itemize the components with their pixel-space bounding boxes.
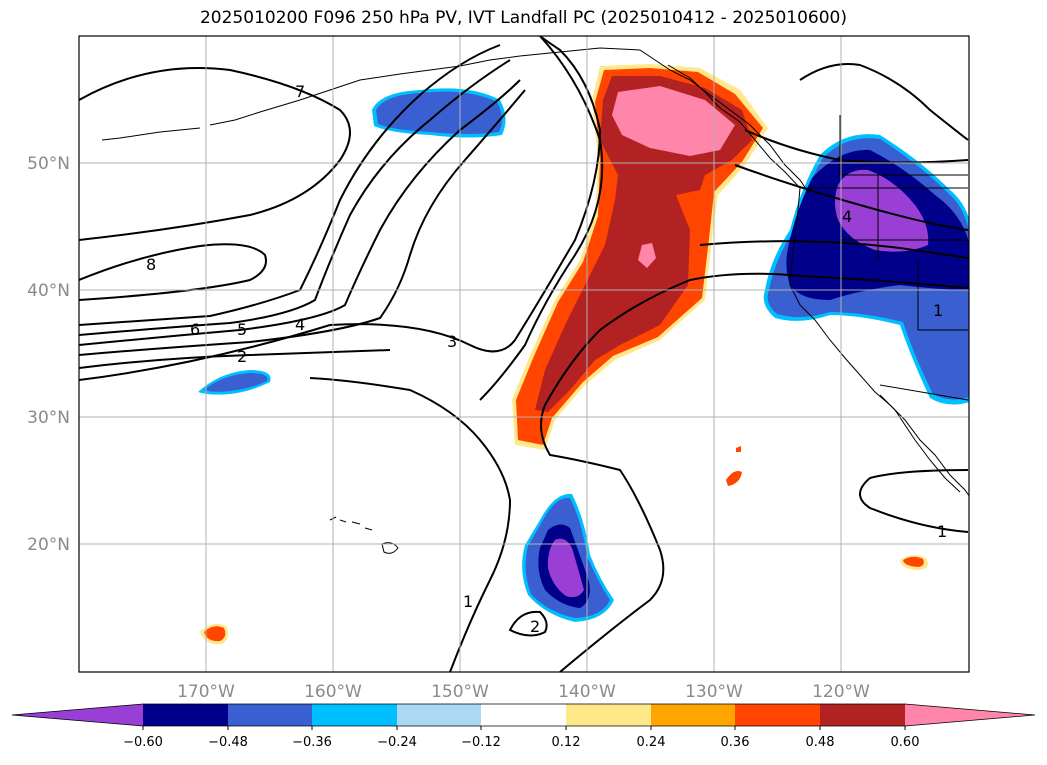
map-content: 7 8 6 5 4 2 3 4 1 1 1 2 [79,36,969,672]
colorbar-segment [735,704,820,726]
colorbar-segment [481,704,566,726]
contour-label: 7 [295,82,305,101]
colorbar-tick-label: 0.36 [721,735,750,750]
map-title: 2025010200 F096 250 hPa PV, IVT Landfall… [199,8,847,28]
positive-anomaly-048 [535,76,752,412]
contour-1-east [540,272,969,672]
contour-label: 6 [190,320,200,339]
lat-axis-labels: 50°N 40°N 30°N 20°N [27,154,70,555]
contour-3 [79,36,602,381]
contour-lat30 [734,164,969,231]
contour-outer [479,36,604,401]
positive-blob-hawaii-core [204,626,226,642]
lat-label-30: 30°N [27,408,70,428]
shading-positive [200,64,928,645]
contour-label: 4 [842,207,852,226]
positive-anomaly-060-center [638,243,656,268]
colorbar-tick-label: −0.36 [292,735,332,750]
lon-label-170w: 170°W [177,682,235,702]
negative-blob-south-purple [547,538,584,598]
colorbar-tick-label: −0.24 [377,735,417,750]
positive-blob-baja-core [903,556,924,567]
colorbar-tick-label: 0.12 [552,735,581,750]
contour-1-loop [508,610,548,637]
alaska-coast [209,47,811,196]
gridlines [79,36,969,672]
pv-contours [79,36,969,672]
colorbar: −0.60 −0.48 −0.36 −0.24 −0.12 0.12 0.24 0.36 0.4… [11,703,1036,750]
contour-label: 5 [237,320,247,339]
colorbar-extend-min [12,704,143,726]
contour-4b [79,89,526,356]
contour-label: 2 [530,617,540,636]
colorbar-segment [820,704,905,726]
state-border-6 [879,384,969,401]
lon-label-120w: 120°W [812,682,870,702]
contour-north [744,129,969,164]
contour-south-east [859,469,969,533]
contour-5 [79,59,511,336]
contour-7 [79,67,351,241]
positive-blob-tiny [736,446,741,452]
lon-label-150w: 150°W [431,682,489,702]
contour-label: 1 [933,301,943,320]
lon-axis-labels: 170°W 160°W 150°W 140°W 130°W 120°W [177,682,870,702]
contour-6 [79,44,501,326]
colorbar-tick-label: 0.48 [806,735,835,750]
colorbar-segment [143,704,228,726]
map-frame [78,35,970,673]
contour-2 [79,349,391,369]
contour-ne [799,63,969,141]
bc-coast [667,64,801,189]
contour-label: 2 [237,347,247,366]
contour-1-mid [699,240,969,259]
positive-anomaly-060-north [612,86,735,156]
lat-label-20: 20°N [27,535,70,555]
colorbar-tick-label: −0.60 [123,735,163,750]
hawaii-islands [329,516,399,554]
contour-label: 8 [146,255,156,274]
lat-label-40: 40°N [27,281,70,301]
colorbar-segment [566,704,651,726]
colorbar-segment [651,704,735,726]
lon-label-160w: 160°W [304,682,362,702]
baja-coast [879,394,961,493]
colorbar-segment [228,704,312,726]
lat-label-50: 50°N [27,154,70,174]
colorbar-tick-label: −0.48 [208,735,248,750]
colorbar-extend-max [905,704,1035,726]
colorbar-tick-label: 0.24 [637,735,666,750]
lon-label-140w: 140°W [558,682,616,702]
contour-label: 3 [447,332,457,351]
colorbar-tick-label: 0.60 [891,735,920,750]
contour-label: 1 [463,592,473,611]
colorbar-segment [312,704,397,726]
lon-label-130w: 130°W [685,682,743,702]
contour-1-south [309,377,512,672]
aleutians [101,127,201,141]
negative-blob-west-inner [204,373,268,392]
us-west-coast [789,187,969,497]
positive-blob-130w [726,471,742,486]
contour-labels: 7 8 6 5 4 2 3 4 1 1 1 2 [146,82,947,636]
colorbar-tick-label: −0.12 [461,735,501,750]
colorbar-segment [397,704,481,726]
contour-label: 1 [937,522,947,541]
contour-8 [79,243,267,301]
contour-label: 4 [295,315,305,334]
state-border-5 [839,115,968,176]
